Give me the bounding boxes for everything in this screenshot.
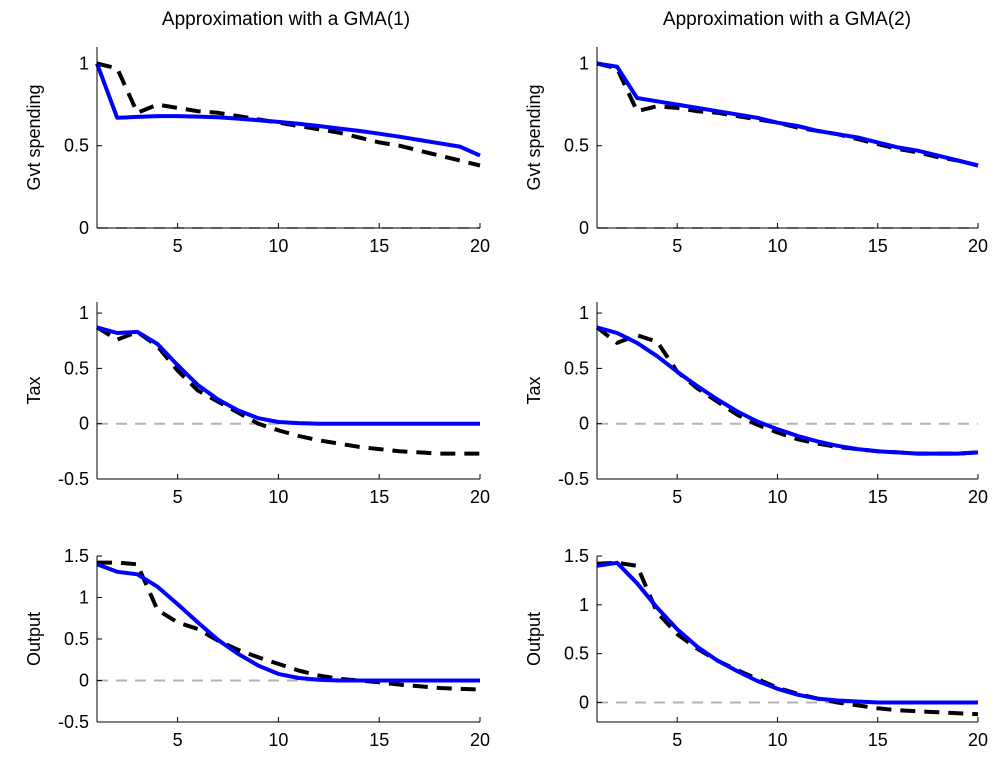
y-tick-label: 0 <box>579 692 589 712</box>
x-tick-label: 5 <box>173 487 183 507</box>
x-tick-label: 15 <box>868 487 888 507</box>
x-tick-label: 10 <box>767 730 787 750</box>
y-axis-label: Output <box>524 612 544 666</box>
y-tick-label: 1 <box>579 595 589 615</box>
x-tick-label: 20 <box>968 236 988 256</box>
y-tick-label: 1.5 <box>564 546 589 566</box>
y-tick-label: 0.5 <box>564 644 589 664</box>
target-irf-dashed-line <box>595 325 979 456</box>
x-tick-label: 10 <box>767 487 787 507</box>
x-tick-label: 20 <box>470 730 490 750</box>
x-tick-label: 10 <box>268 236 288 256</box>
y-tick-label: 1 <box>579 303 589 323</box>
x-tick-label: 20 <box>968 730 988 750</box>
x-tick-label: 5 <box>173 730 183 750</box>
x-tick-label: 20 <box>968 487 988 507</box>
x-tick-label: 5 <box>672 487 682 507</box>
x-tick-label: 5 <box>173 236 183 256</box>
y-tick-label: 1.5 <box>64 546 89 566</box>
y-tick-label: 0.5 <box>64 358 89 378</box>
y-tick-label: 1 <box>79 53 89 73</box>
target-irf-dashed-line <box>95 325 480 456</box>
x-tick-label: 5 <box>672 236 682 256</box>
y-tick-label: -0.5 <box>58 712 89 732</box>
target-irf-dashed-line <box>97 560 481 692</box>
gma-approximation-line <box>596 61 979 168</box>
y-tick-label: 0 <box>579 414 589 434</box>
x-tick-label: 10 <box>268 487 288 507</box>
y-tick-label: 0 <box>79 671 89 691</box>
gma-approximation-line <box>96 562 480 683</box>
panel-5: -0.5 0 0.5 1 1.5 5 10 15 20 Output <box>24 546 490 750</box>
gma-approximation-line <box>95 62 481 158</box>
y-tick-label: 0 <box>79 414 89 434</box>
gma-approximation-line <box>596 325 979 456</box>
x-tick-label: 15 <box>369 730 389 750</box>
y-axis-label: Output <box>24 612 44 666</box>
y-tick-label: 1 <box>579 53 589 73</box>
y-tick-label: 0 <box>579 218 589 238</box>
x-tick-label: 20 <box>470 236 490 256</box>
y-axis-label: Gvt spending <box>24 84 44 190</box>
y-tick-label: -0.5 <box>558 469 589 489</box>
y-tick-label: -0.5 <box>58 469 89 489</box>
y-axis-label: Tax <box>524 376 544 404</box>
y-tick-label: 0 <box>79 218 89 238</box>
y-tick-label: 1 <box>79 588 89 608</box>
column-title-gma2: Approximation with a GMA(2) <box>663 9 911 30</box>
y-tick-label: 0.5 <box>64 629 89 649</box>
y-tick-label: 0.5 <box>64 136 89 156</box>
column-title-gma1: Approximation with a GMA(1) <box>162 9 410 30</box>
y-tick-label: 0.5 <box>564 136 589 156</box>
x-tick-label: 10 <box>268 730 288 750</box>
x-tick-label: 10 <box>767 236 787 256</box>
x-tick-label: 15 <box>868 236 888 256</box>
x-tick-label: 20 <box>470 487 490 507</box>
x-tick-label: 5 <box>672 730 682 750</box>
y-tick-label: 1 <box>79 303 89 323</box>
panel-6: 0 0.5 1 1.5 5 10 15 20 Output <box>524 546 988 750</box>
gma-approximation-line <box>96 325 480 426</box>
gma-approximation-line <box>596 560 978 705</box>
x-tick-label: 15 <box>868 730 888 750</box>
x-tick-label: 15 <box>369 236 389 256</box>
y-axis-label: Tax <box>24 376 44 404</box>
y-tick-label: 0.5 <box>564 358 589 378</box>
x-tick-label: 15 <box>369 487 389 507</box>
y-axis-label: Gvt spending <box>524 84 544 190</box>
